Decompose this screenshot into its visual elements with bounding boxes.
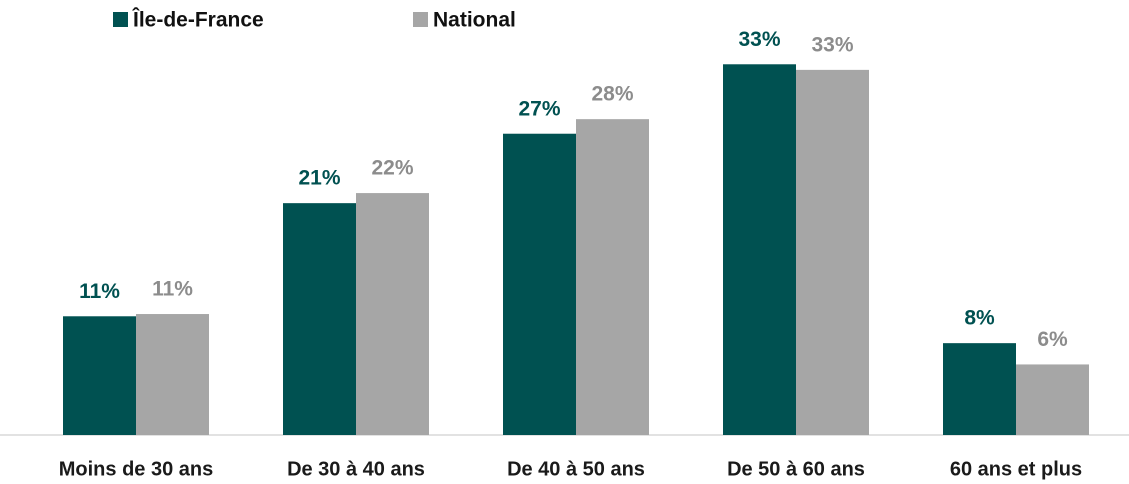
bar	[283, 203, 356, 435]
bar	[723, 64, 796, 435]
bar	[943, 343, 1016, 435]
legend-label: Île-de-France	[132, 8, 264, 32]
bar	[136, 314, 209, 435]
data-label: 33%	[738, 28, 780, 51]
x-tick-label: Moins de 30 ans	[59, 458, 214, 480]
legend-label: National	[433, 9, 516, 32]
data-label: 33%	[811, 33, 853, 56]
data-label: 28%	[591, 83, 633, 106]
legend-swatch	[413, 12, 428, 27]
x-tick-label: De 50 à 60 ans	[727, 458, 865, 480]
data-label: 11%	[79, 280, 120, 303]
data-label: 22%	[371, 157, 413, 180]
data-label: 11%	[152, 278, 193, 301]
bar	[576, 119, 649, 435]
x-tick-label: 60 ans et plus	[950, 458, 1082, 480]
bar	[63, 316, 136, 435]
x-tick-label: De 40 à 50 ans	[507, 458, 645, 480]
x-tick-label: De 30 à 40 ans	[287, 458, 425, 480]
data-label: 6%	[1037, 328, 1068, 351]
data-label: 21%	[298, 167, 340, 190]
bar	[356, 193, 429, 435]
bar	[503, 133, 576, 435]
legend-swatch	[113, 12, 128, 27]
data-label: 8%	[964, 307, 995, 330]
bar	[796, 69, 869, 435]
bar	[1016, 364, 1089, 435]
data-label: 27%	[518, 97, 560, 120]
